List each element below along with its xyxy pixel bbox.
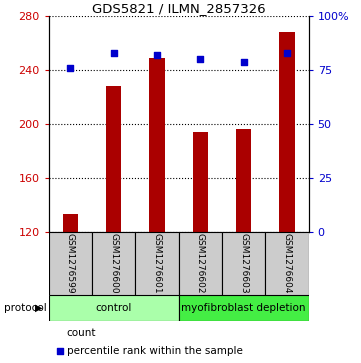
Bar	[49, 295, 179, 321]
Text: GSM1276599: GSM1276599	[66, 233, 75, 294]
Bar	[179, 232, 222, 295]
Point	[197, 57, 203, 62]
Text: control: control	[96, 303, 132, 313]
Text: protocol: protocol	[4, 303, 46, 313]
Bar	[236, 129, 251, 232]
Text: GSM1276602: GSM1276602	[196, 233, 205, 294]
Bar	[265, 232, 309, 295]
Bar	[106, 86, 121, 232]
Bar	[149, 58, 165, 232]
Bar	[179, 295, 309, 321]
Point	[154, 52, 160, 58]
Text: myofibroblast depletion: myofibroblast depletion	[182, 303, 306, 313]
Bar	[63, 214, 78, 232]
Bar	[279, 32, 295, 232]
Point	[241, 59, 247, 65]
Text: ▶: ▶	[35, 303, 43, 313]
Text: GSM1276601: GSM1276601	[153, 233, 161, 294]
Bar	[135, 232, 179, 295]
Text: GSM1276604: GSM1276604	[283, 233, 291, 294]
Bar	[222, 232, 265, 295]
Bar	[193, 132, 208, 232]
Bar	[49, 232, 92, 295]
Text: percentile rank within the sample: percentile rank within the sample	[67, 346, 243, 356]
Point	[284, 50, 290, 56]
Title: GDS5821 / ILMN_2857326: GDS5821 / ILMN_2857326	[92, 2, 265, 15]
Bar	[92, 232, 135, 295]
Text: count: count	[67, 328, 96, 338]
Text: GSM1276603: GSM1276603	[239, 233, 248, 294]
Point	[111, 50, 117, 56]
Text: GSM1276600: GSM1276600	[109, 233, 118, 294]
Point	[68, 65, 73, 71]
Point	[94, 307, 100, 313]
